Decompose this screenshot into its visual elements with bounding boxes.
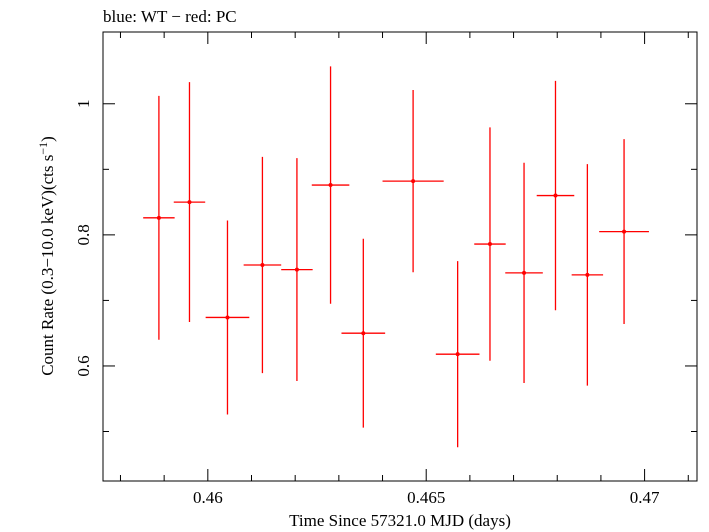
data-point [143,95,175,340]
point-marker [553,193,558,198]
point-marker [361,331,366,336]
point-marker [294,267,299,272]
point-marker [328,183,333,188]
chart-title: blue: WT − red: PC [103,7,237,26]
data-point [243,156,282,374]
data-point [341,238,386,428]
point-marker [622,229,627,234]
data-point [571,164,604,386]
x-tick-label: 0.46 [193,488,223,507]
y-tick-label: 0.8 [74,224,93,245]
point-marker [522,270,527,275]
y-axis-label-main: Count Rate (0.3−10.0 keV)(cts s [38,155,57,376]
data-point [599,139,649,325]
axis-ticks [103,32,697,481]
data-point [382,90,444,273]
axis-tick-labels: 0.46 0.465 0.47 0.6 0.8 1 [74,100,660,507]
x-axis-label: Time Since 57321.0 MJD (days) [289,511,511,530]
y-axis-label-close: ) [38,136,57,142]
data-point [281,158,313,382]
point-marker [487,242,492,247]
y-axis-label-superscript: −1 [36,142,50,155]
point-marker [156,215,161,220]
x-tick-label: 0.47 [630,488,660,507]
point-marker [225,315,230,320]
point-marker [187,200,192,205]
series-pc [143,66,649,448]
data-point [474,127,506,361]
data-series [143,66,649,448]
data-point [505,162,543,384]
point-marker [260,263,265,268]
y-tick-label: 0.6 [74,355,93,376]
data-point [205,220,250,415]
x-tick-label: 0.465 [407,488,445,507]
data-point [435,261,480,448]
data-point [173,82,206,323]
plot-frame [102,31,698,482]
y-tick-label: 1 [74,100,93,109]
point-marker [455,352,460,357]
data-point [311,66,350,304]
data-point [536,80,575,311]
y-axis-label: Count Rate (0.3−10.0 keV)(cts s−1) [36,136,57,376]
point-marker [585,272,590,277]
point-marker [411,179,416,184]
